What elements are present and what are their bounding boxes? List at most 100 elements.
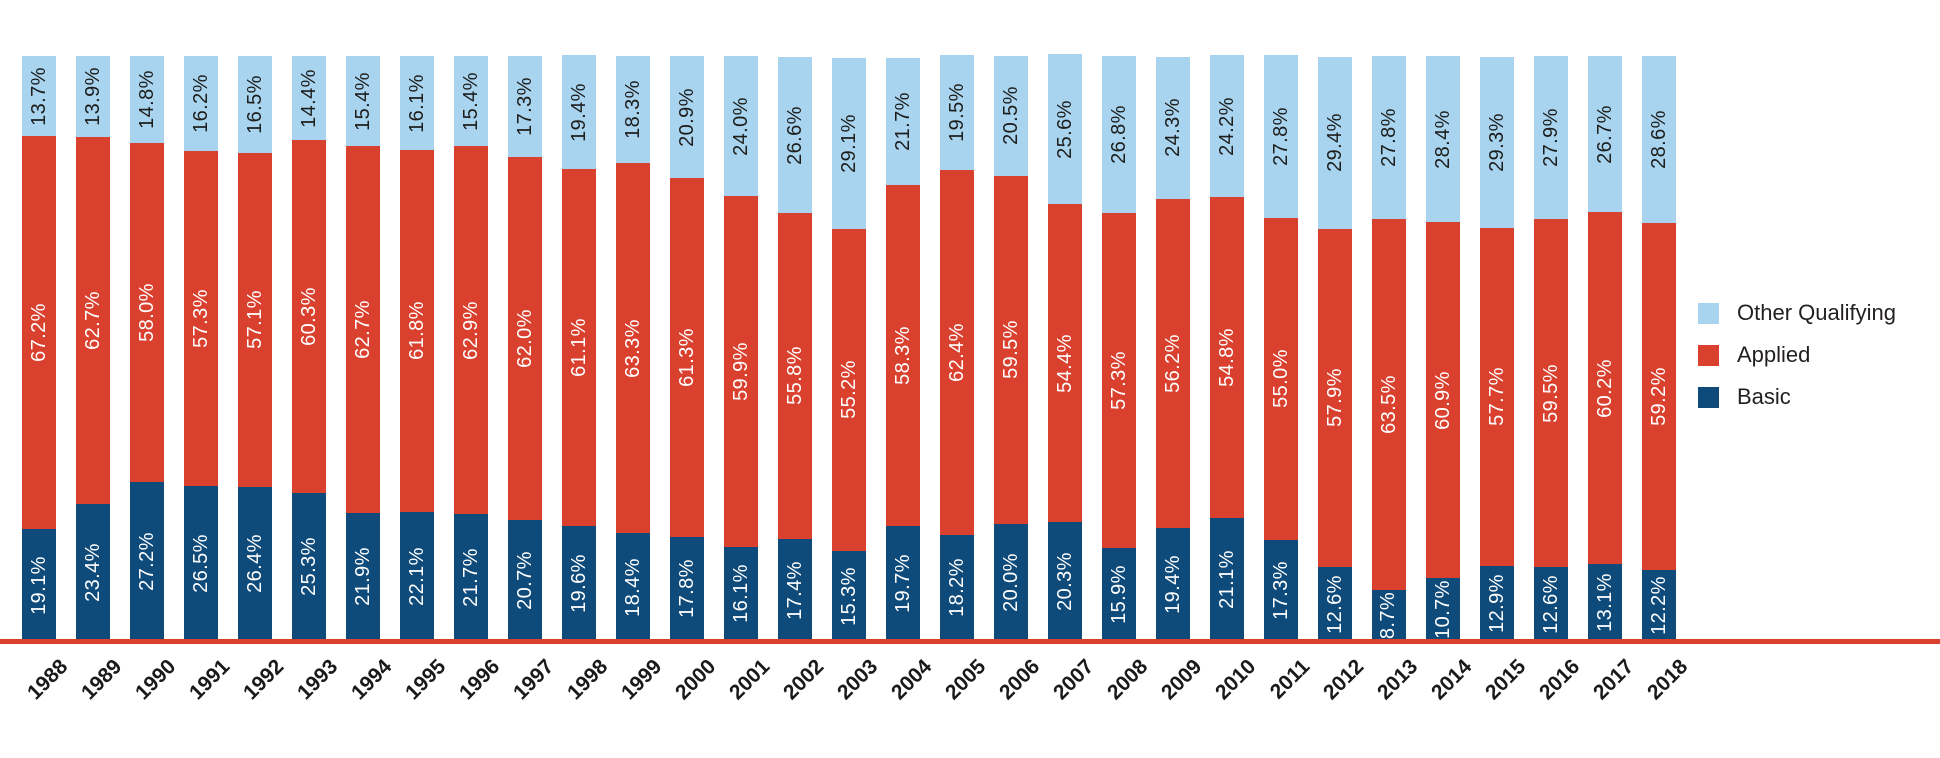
bar-1999: 18.3% 63.3% 18.4% — [616, 56, 650, 641]
bar-segment-applied: 58.3% — [886, 184, 920, 526]
bar-2017: 26.7% 60.2% 13.1% — [1588, 56, 1622, 641]
bar-value-label: 8.7% — [1377, 591, 1400, 640]
bar-value-label: 23.4% — [81, 543, 104, 602]
bar-segment-applied: 55.8% — [778, 212, 812, 540]
bar-segment-other-qualifying: 24.0% — [724, 56, 758, 197]
bar-segment-applied: 62.9% — [454, 146, 488, 515]
bar-segment-other-qualifying: 18.3% — [616, 56, 650, 164]
bar-value-label: 14.4% — [297, 68, 320, 128]
bar-value-label: 62.9% — [459, 300, 482, 360]
bar-segment-other-qualifying: 13.9% — [76, 56, 110, 138]
bar-value-label: 54.4% — [1053, 333, 1076, 393]
bar-2012: 29.4% 57.9% 12.6% — [1318, 56, 1352, 641]
bar-value-label: 62.7% — [81, 291, 104, 351]
bar-segment-other-qualifying: 27.8% — [1372, 56, 1406, 219]
bar-value-label: 60.2% — [1593, 358, 1616, 418]
legend-label: Basic — [1737, 384, 1791, 409]
bar-2016: 27.9% 59.5% 12.6% — [1534, 56, 1568, 641]
bar-segment-other-qualifying: 26.8% — [1102, 56, 1136, 213]
bar-value-label: 29.4% — [1323, 113, 1346, 172]
bar-1994: 15.4% 62.7% 21.9% — [346, 56, 380, 641]
legend-label: Other Qualifying — [1737, 300, 1896, 325]
bar-segment-basic: 15.9% — [1102, 547, 1136, 641]
bar-segment-basic: 21.1% — [1210, 517, 1244, 641]
bar-2001: 24.0% 59.9% 16.1% — [724, 56, 758, 641]
bar-1993: 14.4% 60.3% 25.3% — [292, 56, 326, 641]
bar-value-label: 62.4% — [945, 322, 968, 382]
bar-segment-applied: 57.1% — [238, 152, 272, 487]
bar-segment-other-qualifying: 14.4% — [292, 56, 326, 141]
bar-value-label: 21.1% — [1215, 549, 1238, 609]
bar-segment-applied: 60.2% — [1588, 212, 1622, 565]
bar-value-label: 24.2% — [1215, 96, 1238, 156]
bar-value-label: 57.9% — [1323, 368, 1346, 428]
bar-value-label: 19.7% — [891, 554, 914, 613]
bar-value-label: 27.8% — [1377, 107, 1400, 167]
bar-segment-other-qualifying: 27.9% — [1534, 56, 1568, 220]
bar-segment-applied: 61.1% — [562, 168, 596, 527]
bar-segment-other-qualifying: 14.8% — [130, 56, 164, 143]
x-axis-baseline — [0, 639, 1940, 644]
bar-segment-basic: 8.7% — [1372, 590, 1406, 641]
bar-segment-basic: 21.9% — [346, 512, 380, 641]
bar-value-label: 15.9% — [1107, 565, 1130, 624]
bar-2011: 27.8% 55.0% 17.3% — [1264, 55, 1298, 641]
bar-value-label: 27.8% — [1269, 107, 1292, 167]
bar-segment-applied: 54.4% — [1048, 204, 1082, 523]
bar-value-label: 20.5% — [999, 86, 1022, 146]
bar-segment-other-qualifying: 25.6% — [1048, 54, 1082, 204]
bar-value-label: 21.9% — [351, 547, 374, 607]
bar-segment-basic: 13.1% — [1588, 564, 1622, 641]
bar-1988: 13.7% 67.2% 19.1% — [22, 56, 56, 641]
bar-value-label: 18.3% — [621, 80, 644, 139]
bar-1998: 19.4% 61.1% 19.6% — [562, 55, 596, 641]
bar-value-label: 61.8% — [405, 301, 428, 361]
bar-segment-other-qualifying: 16.5% — [238, 56, 272, 153]
bar-segment-other-qualifying: 29.4% — [1318, 56, 1352, 229]
bar-value-label: 17.3% — [513, 77, 536, 136]
bar-value-label: 13.1% — [1593, 573, 1616, 633]
bar-value-label: 59.5% — [999, 320, 1022, 380]
bar-segment-applied: 60.3% — [292, 140, 326, 493]
bar-segment-basic: 17.3% — [1264, 539, 1298, 641]
bar-value-label: 24.0% — [729, 96, 752, 156]
bar-segment-basic: 19.1% — [22, 529, 56, 641]
bar-value-label: 18.2% — [945, 558, 968, 618]
bar-value-label: 17.4% — [783, 560, 806, 620]
bar-segment-other-qualifying: 27.8% — [1264, 55, 1298, 218]
bar-2008: 26.8% 57.3% 15.9% — [1102, 56, 1136, 641]
bar-value-label: 57.3% — [1107, 351, 1130, 410]
bar-value-label: 19.4% — [1161, 554, 1184, 614]
bar-value-label: 59.9% — [729, 342, 752, 401]
bar-segment-basic: 19.6% — [562, 526, 596, 641]
bar-value-label: 19.1% — [27, 555, 50, 615]
bar-segment-applied: 57.3% — [1102, 212, 1136, 548]
bar-segment-basic: 17.4% — [778, 539, 812, 641]
bar-value-label: 12.2% — [1647, 575, 1670, 635]
bar-2018: 28.6% 59.2% 12.2% — [1642, 56, 1676, 641]
bar-segment-basic: 19.4% — [1156, 527, 1190, 642]
bar-value-label: 24.3% — [1161, 98, 1184, 158]
bar-segment-other-qualifying: 24.3% — [1156, 56, 1190, 199]
bar-segment-applied: 56.2% — [1156, 198, 1190, 528]
bar-segment-other-qualifying: 28.4% — [1426, 56, 1460, 223]
bar-value-label: 17.3% — [1269, 561, 1292, 620]
bar-value-label: 17.8% — [675, 559, 698, 619]
bar-1990: 14.8% 58.0% 27.2% — [130, 56, 164, 641]
bar-segment-applied: 55.0% — [1264, 218, 1298, 540]
bar-value-label: 12.9% — [1485, 573, 1508, 633]
bar-segment-other-qualifying: 29.1% — [832, 58, 866, 229]
bar-value-label: 15.3% — [837, 566, 860, 626]
bar-value-label: 62.0% — [513, 309, 536, 368]
legend-swatch-applied — [1698, 344, 1719, 366]
bar-value-label: 16.2% — [189, 74, 212, 133]
bar-value-label: 19.5% — [945, 83, 968, 142]
bar-value-label: 13.7% — [27, 66, 50, 126]
bar-segment-other-qualifying: 26.7% — [1588, 56, 1622, 213]
bar-value-label: 12.6% — [1323, 574, 1346, 634]
bar-segment-applied: 54.8% — [1210, 197, 1244, 518]
bar-value-label: 20.0% — [999, 553, 1022, 612]
bar-value-label: 29.1% — [837, 114, 860, 173]
